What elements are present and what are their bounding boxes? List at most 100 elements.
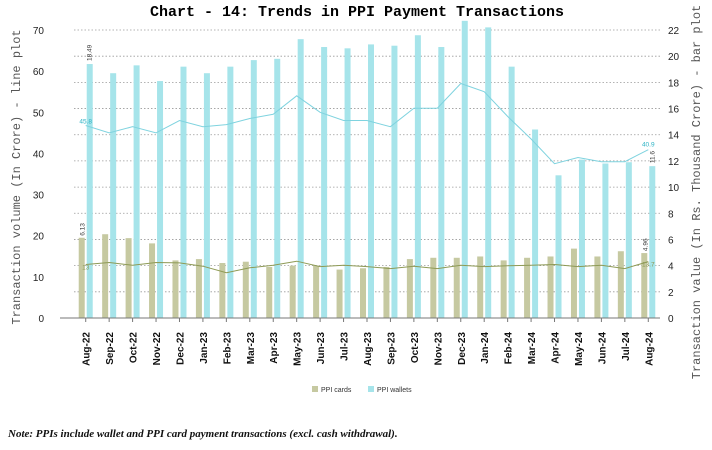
bar-ppi-wallets [86,64,93,318]
x-tick-label: Apr-24 [551,332,562,364]
bar-ppi-wallets [250,60,257,318]
x-tick-label: Jun-23 [316,332,327,365]
bar-ppi-wallets [203,73,210,318]
bar-ppi-cards [360,268,366,318]
y-left-tick-label: 20 [33,232,45,243]
x-tick-label: Jul-23 [340,332,351,361]
x-tick-label: Mar-23 [246,332,257,365]
legend-label: PPI wallets [377,387,412,394]
x-tick-label: Feb-24 [504,332,515,365]
bar-ppi-cards [289,265,296,318]
data-label-wallet-line-last: 40.9 [642,142,655,149]
footnote: Note: PPIs include wallet and PPI card p… [8,428,398,440]
bar-ppi-wallets [532,129,539,318]
x-tick-label: Aug-24 [644,332,655,366]
y-right-tick-label: 2 [668,288,674,299]
data-labels: 18.49 6.13 45.8 13 40.9 11.6 4.96 13.7 [79,44,656,271]
data-label-card-line-last: 13.7 [642,262,655,269]
bar-ppi-cards [266,266,273,318]
x-tick-label: May-24 [574,332,585,366]
x-tick-label: Sep-22 [105,332,116,365]
bar-ppi-wallets [485,27,492,319]
legend-swatch [368,386,374,392]
chart-title: Chart - 14: Trends in PPI Payment Transa… [150,4,564,21]
bar-ppi-wallets [110,73,117,318]
x-tick-label: Aug-22 [82,332,93,366]
x-tick-label: Apr-23 [269,332,280,364]
y-right-tick-label: 12 [668,157,680,168]
bar-ppi-cards [219,263,226,318]
y-left-tick-label: 70 [33,26,45,37]
line-ppi-wallets-volume [85,82,649,165]
bar-ppi-cards [547,256,554,318]
data-label-wallet-line-first: 45.8 [79,118,92,125]
y-right-tick-label: 8 [668,209,674,220]
x-tick-label: Jan-24 [480,332,491,364]
x-tick-label: Jun-24 [597,332,608,365]
x-tick-label: Feb-23 [222,332,233,365]
bar-ppi-cards [570,248,577,318]
bar-series [78,20,656,319]
bar-ppi-cards [195,259,202,318]
bar-ppi-wallets [391,45,398,318]
data-label-wallet-bar-last: 11.6 [649,151,656,164]
bar-ppi-cards [149,243,156,318]
y-right-tick-label: 20 [668,52,680,63]
bar-ppi-cards [406,259,413,318]
x-tick-label: Dec-23 [457,332,468,365]
bar-ppi-cards [477,256,484,318]
bar-ppi-cards [242,261,249,318]
x-tick-label: Oct-22 [129,332,140,364]
bar-ppi-cards [453,257,460,318]
y-right-tick-label: 18 [668,78,680,89]
bar-ppi-wallets [133,65,140,318]
bar-ppi-cards [172,260,179,318]
bar-ppi-cards [524,257,531,318]
bar-ppi-cards [641,253,648,318]
axes: 0 2 4 6 8 10 12 14 16 18 20 22 0 10 20 30 40 50 60 70 Aug-22… [33,26,680,366]
y-right-tick-label: 0 [668,314,674,325]
y-left-tick-label: 60 [33,67,45,78]
bar-ppi-wallets [297,39,304,318]
x-tick-label: Sep-23 [386,332,397,365]
y-right-tick-label: 10 [668,183,680,194]
bar-ppi-wallets [578,159,585,318]
bar-ppi-wallets [508,66,515,319]
bar-ppi-cards [125,238,132,318]
y-right-tick-label: 22 [668,26,680,37]
bar-ppi-wallets [368,44,374,319]
x-tick-label: Oct-23 [410,332,421,364]
bar-ppi-cards [102,234,109,318]
x-tick-label: Dec-22 [175,332,186,365]
bar-ppi-wallets [414,35,421,319]
x-tick-label: Nov-23 [433,332,444,366]
y-right-tick-label: 4 [668,262,674,273]
bar-ppi-cards [594,256,601,318]
x-tick-label: May-23 [293,332,304,366]
bar-ppi-cards [617,251,624,318]
bar-ppi-wallets [227,66,234,319]
y-right-tick-label: 16 [668,105,680,116]
bar-ppi-wallets [344,48,351,319]
y-left-tick-label: 30 [33,191,45,202]
bar-ppi-cards [336,269,343,318]
bar-ppi-cards [500,260,507,318]
data-label-card-bar-last: 4.96 [642,238,649,251]
y-right-tick-label: 6 [668,235,674,246]
bar-ppi-wallets [649,166,656,318]
x-tick-label: Jul-24 [621,332,632,361]
y-left-tick-label: 50 [33,108,45,119]
y-left-tick-label: 40 [33,149,45,160]
y-left-tick-label: 0 [38,314,44,325]
data-label-wallet-bar-first: 18.49 [87,44,94,61]
bar-ppi-wallets [274,58,281,319]
legend-label: PPI cards [321,387,352,394]
x-tick-label: Mar-24 [527,332,538,365]
line-series [85,82,649,274]
data-label-card-line-first: 13 [82,265,90,272]
bar-ppi-wallets [438,47,445,318]
bar-ppi-wallets [157,81,164,319]
legend: PPI cards PPI wallets [312,386,412,394]
x-tick-label: Aug-23 [363,332,374,366]
